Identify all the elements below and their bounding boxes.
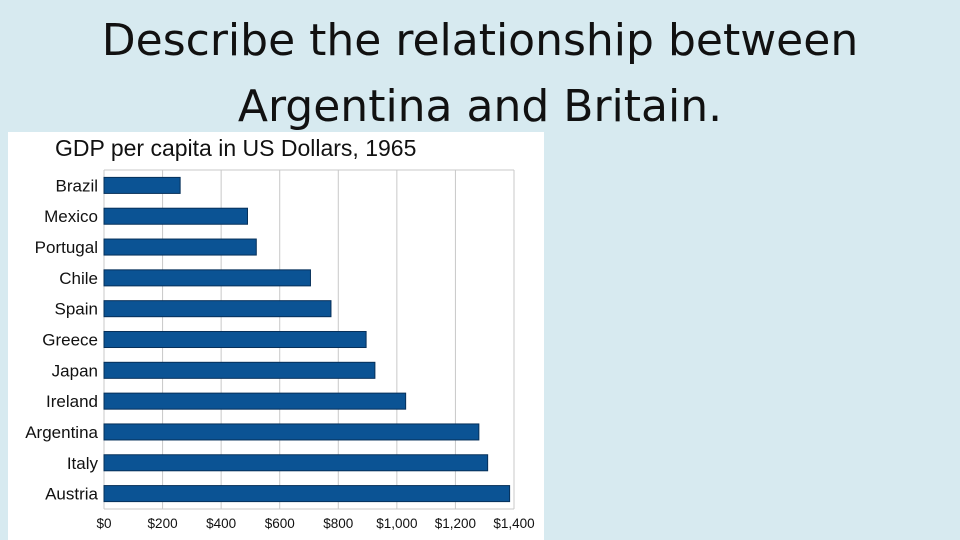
chart-title: GDP per capita in US Dollars, 1965: [55, 135, 416, 161]
x-tick-labels: $0 $200 $400 $600 $800 $1,000 $1,200 $1,400: [96, 516, 534, 531]
category-label-greece: Greece: [42, 331, 98, 350]
category-label-austria: Austria: [45, 485, 98, 504]
category-label-chile: Chile: [59, 269, 98, 288]
chart-panel: GDP per capita in US Dollars, 1965 Brazi…: [8, 132, 544, 540]
bar-portugal: [103, 238, 257, 256]
category-label-spain: Spain: [55, 300, 98, 319]
bar-austria: [103, 485, 511, 503]
x-tick-label: $400: [206, 516, 236, 531]
slide-title-line-1: Describe the relationship between: [101, 15, 859, 66]
bar-chile: [103, 269, 311, 287]
category-label-mexico: Mexico: [44, 207, 98, 226]
bar-spain: [103, 300, 332, 318]
category-label-italy: Italy: [67, 454, 99, 473]
category-labels: Brazil Mexico Portugal Chile Spain Greece Japa…: [25, 176, 98, 503]
x-tick-label: $800: [323, 516, 353, 531]
bar-chart: GDP per capita in US Dollars, 1965 Brazi…: [25, 135, 534, 531]
bars: [103, 176, 511, 503]
bar-brazil: [103, 176, 181, 194]
slide-title: Describe the relationship between Argent…: [0, 8, 960, 140]
slide-title-line-2: Argentina and Britain.: [237, 81, 723, 132]
x-tick-label: $0: [96, 516, 111, 531]
bar-argentina: [103, 423, 480, 441]
bar-greece: [103, 330, 367, 349]
category-label-japan: Japan: [52, 361, 98, 380]
category-label-ireland: Ireland: [46, 392, 98, 411]
bar-ireland: [103, 392, 407, 410]
x-tick-label: $600: [265, 516, 295, 531]
category-label-argentina: Argentina: [25, 423, 98, 442]
category-label-portugal: Portugal: [35, 238, 98, 257]
bar-italy: [103, 454, 489, 472]
bar-mexico: [103, 207, 248, 225]
x-tick-label: $1,200: [435, 516, 476, 531]
bar-japan: [103, 361, 376, 379]
x-tick-label: $1,400: [493, 516, 534, 531]
x-tick-label: $200: [148, 516, 178, 531]
category-label-brazil: Brazil: [55, 176, 98, 195]
x-tick-label: $1,000: [376, 516, 417, 531]
